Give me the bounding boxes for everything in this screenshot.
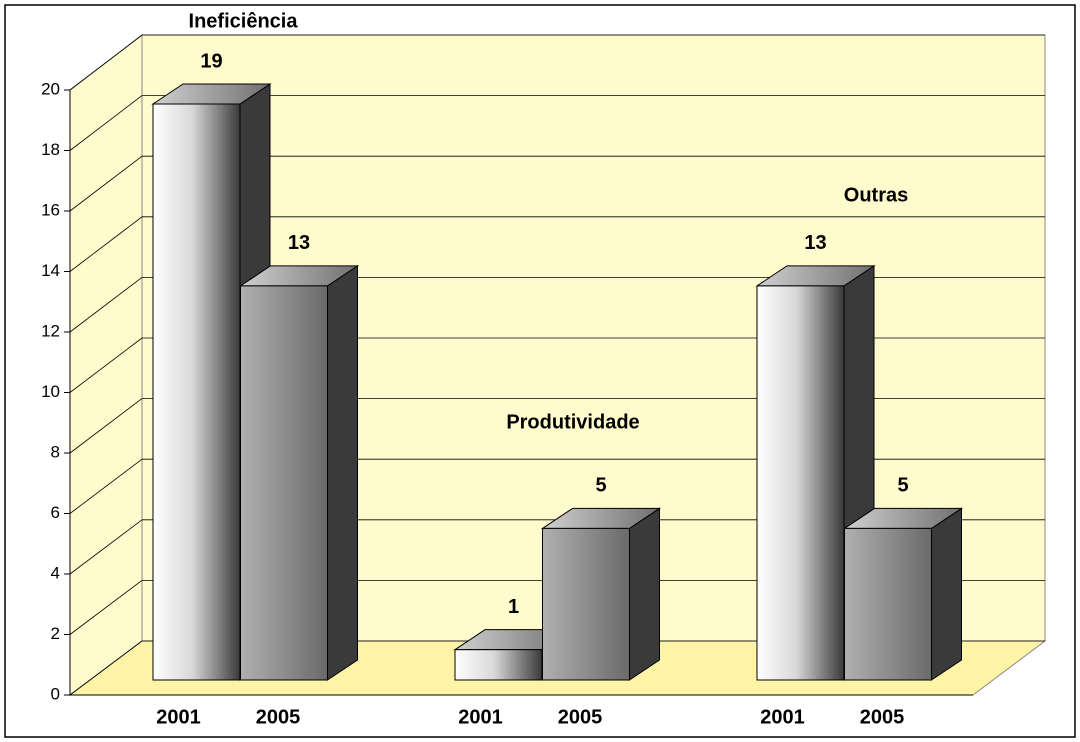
grid-line bbox=[69, 398, 143, 454]
y-tick-label: 20 bbox=[41, 79, 60, 98]
grid-line bbox=[69, 277, 143, 333]
bar bbox=[756, 285, 845, 681]
grid-line bbox=[69, 34, 143, 91]
data-label: 5 bbox=[595, 475, 606, 497]
bar-side bbox=[629, 507, 660, 681]
y-tick-label: 0 bbox=[51, 684, 60, 703]
x-tick-label: 2005 bbox=[558, 706, 603, 728]
y-tick-label: 2 bbox=[51, 624, 60, 643]
grid-line bbox=[69, 458, 143, 514]
bar bbox=[152, 103, 241, 681]
y-tick-label: 16 bbox=[41, 200, 60, 219]
x-tick-label: 2001 bbox=[156, 706, 201, 728]
y-tick-label: 10 bbox=[41, 382, 60, 401]
x-tick-label: 2001 bbox=[458, 706, 503, 728]
grid-line bbox=[69, 155, 143, 212]
grid-line bbox=[69, 519, 143, 575]
bar bbox=[454, 649, 543, 681]
bar bbox=[542, 527, 630, 681]
x-tick-label: 2005 bbox=[860, 706, 905, 728]
y-tick-label: 6 bbox=[51, 503, 60, 522]
bar-side bbox=[931, 507, 962, 681]
group-label: Ineficiência bbox=[189, 10, 299, 32]
data-label: 1 bbox=[508, 596, 519, 618]
bar bbox=[844, 527, 932, 681]
grid-line bbox=[69, 216, 143, 272]
y-tick-label: 12 bbox=[41, 321, 60, 340]
bar bbox=[240, 285, 328, 681]
y-tick-label: 18 bbox=[41, 140, 60, 159]
group-label: Produtividade bbox=[506, 411, 639, 433]
group-label: Outras bbox=[844, 184, 908, 206]
y-tick-label: 8 bbox=[51, 442, 60, 461]
y-tick-label: 4 bbox=[51, 563, 60, 582]
bar-side bbox=[327, 264, 358, 681]
grid-line bbox=[69, 640, 143, 696]
grid-line bbox=[69, 337, 143, 393]
x-tick-label: 2001 bbox=[760, 706, 805, 728]
y-tick-label: 14 bbox=[41, 261, 60, 280]
data-label: 13 bbox=[804, 232, 826, 254]
data-label: 5 bbox=[897, 475, 908, 497]
grid-line bbox=[69, 580, 143, 635]
grid-line bbox=[69, 95, 143, 151]
x-tick-label: 2005 bbox=[256, 706, 301, 728]
data-label: 13 bbox=[288, 232, 310, 254]
data-label: 19 bbox=[200, 50, 222, 72]
